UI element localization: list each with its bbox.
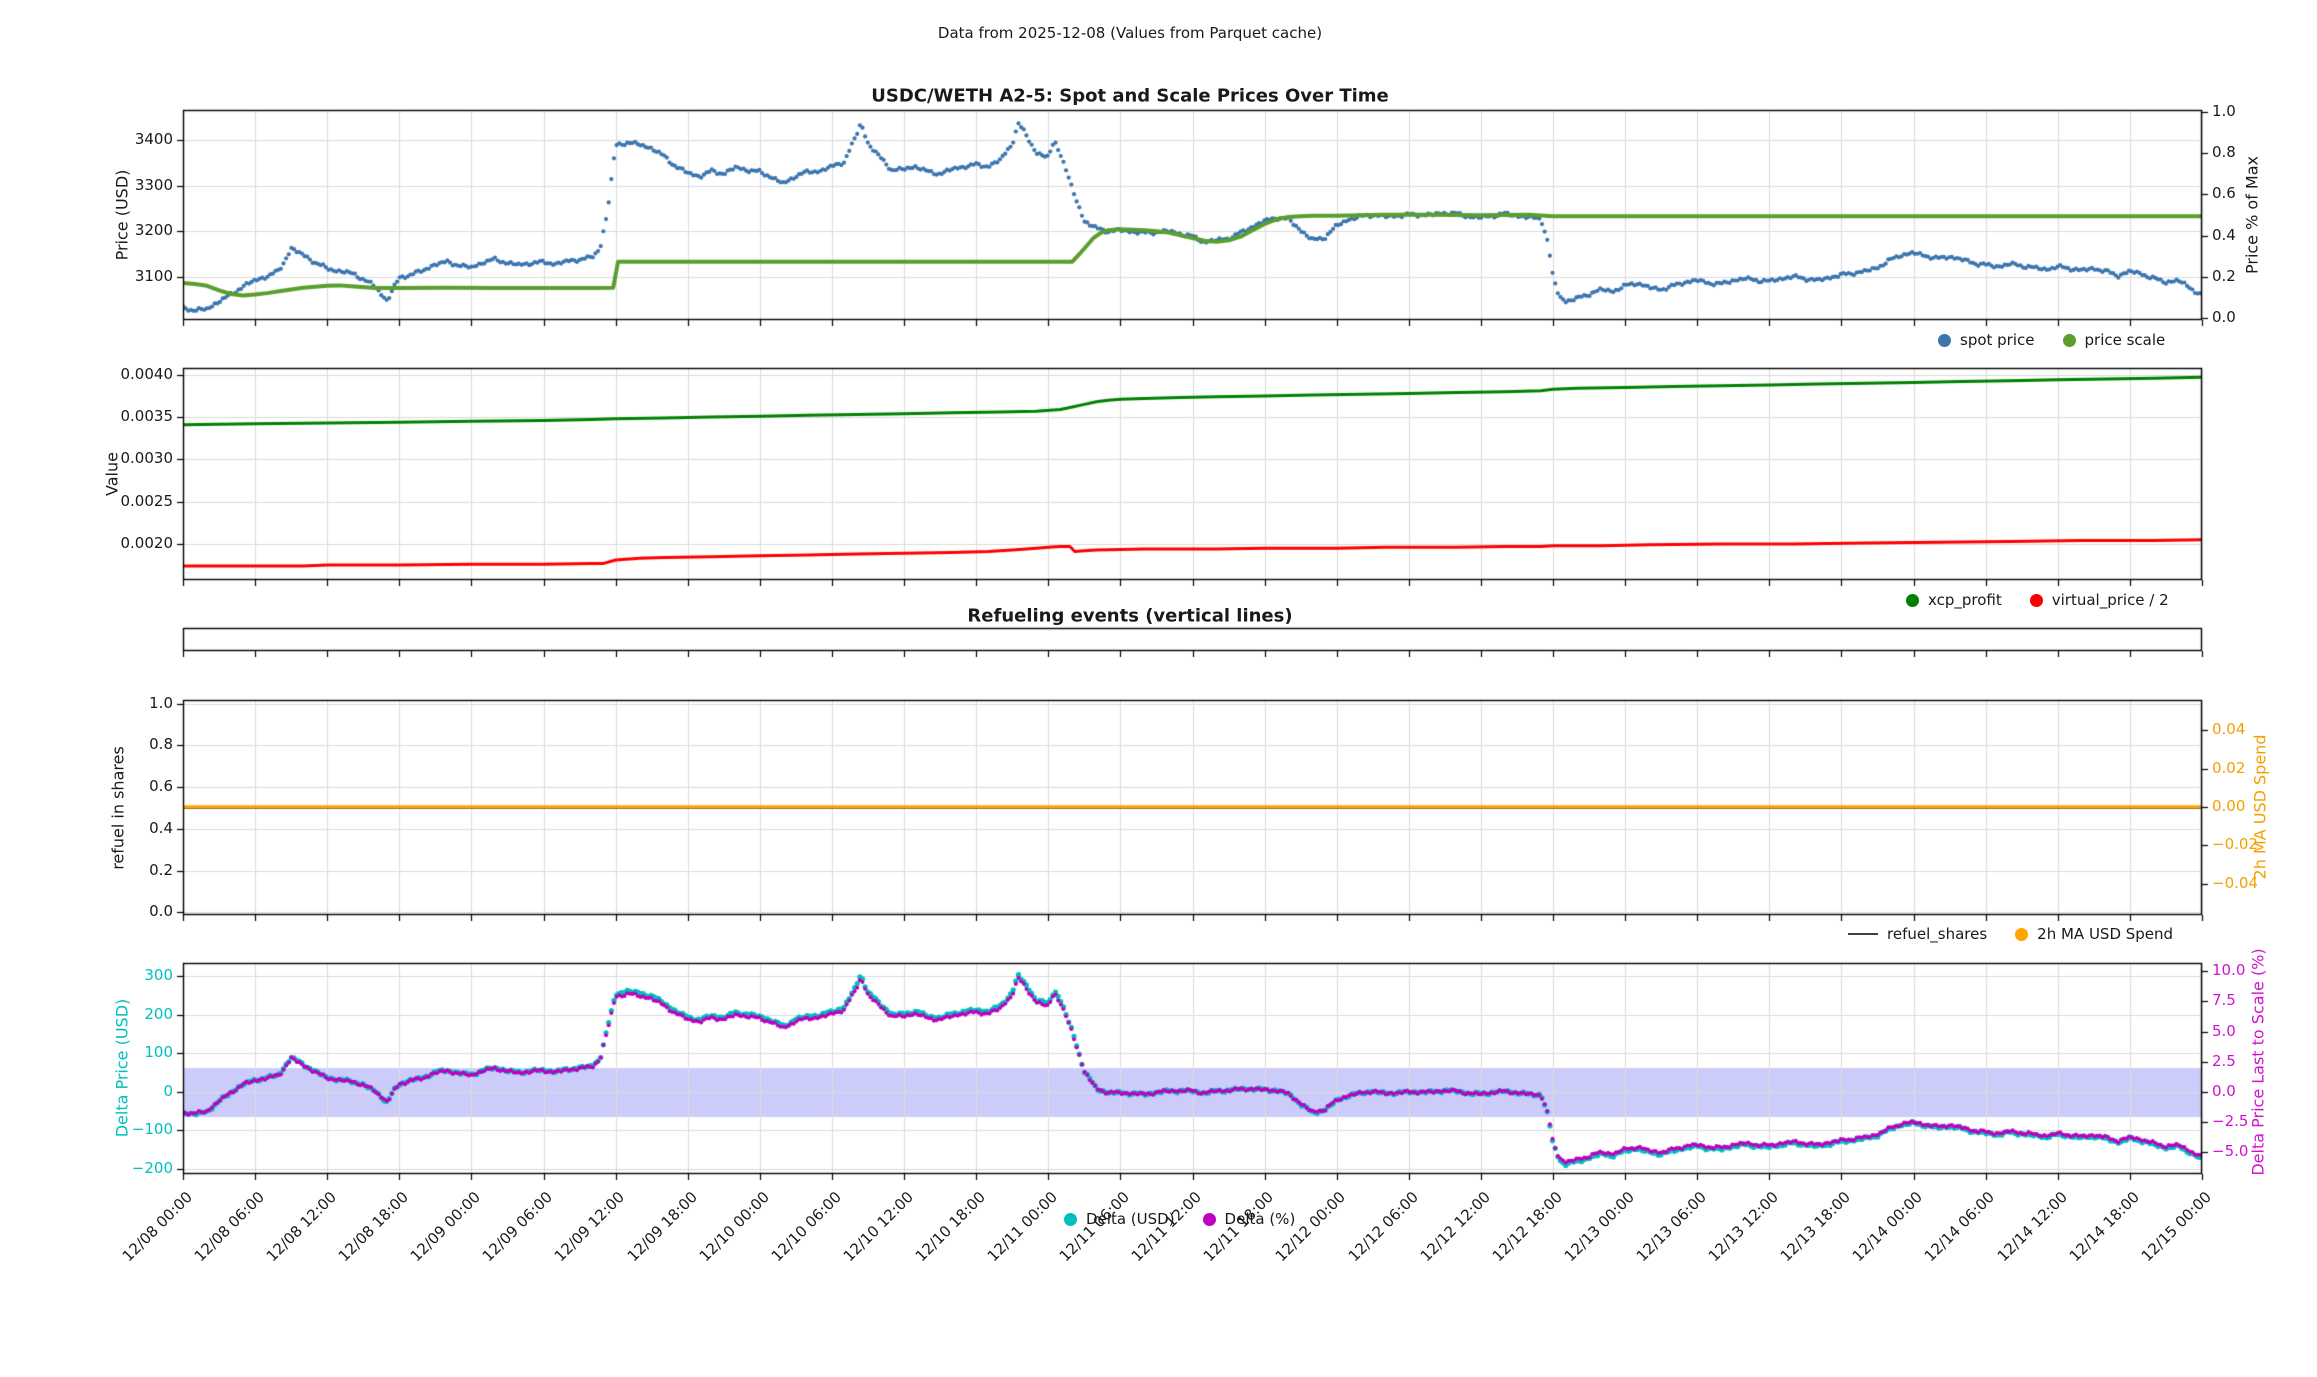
- y-tick-label: 3400: [134, 130, 173, 149]
- y-tick-label: 0.2: [2212, 266, 2236, 285]
- legend-item: Delta (USD): [1064, 1210, 1175, 1228]
- figure-title: Data from 2025-12-08 (Values from Parque…: [937, 24, 1323, 42]
- y-tick-label: 300: [144, 966, 173, 985]
- legend-item: refuel_shares: [1848, 925, 1987, 943]
- y-tick-label: 0.0035: [120, 407, 174, 426]
- y-tick-label: −100: [131, 1120, 173, 1139]
- legend-label: 2h MA USD Spend: [2037, 925, 2174, 943]
- delta-pct-axis-label: Delta Price Last to Scale (%): [2248, 948, 2268, 1176]
- legend-item: xcp_profit: [1906, 591, 2002, 609]
- refuel-shares-line-icon: [1848, 933, 1878, 935]
- y-tick-label: 1.0: [149, 693, 173, 712]
- legend-item: Delta (%): [1202, 1210, 1296, 1228]
- y-tick-label: 0.8: [2212, 143, 2236, 162]
- panel-price-title: USDC/WETH A2-5: Spot and Scale Prices Ov…: [871, 85, 1389, 107]
- y-tick-label: 0.0: [149, 902, 173, 921]
- y-tick-label: 5.0: [2212, 1021, 2236, 1040]
- legend-item: spot price: [1938, 331, 2035, 349]
- y-tick-label: −0.02: [2212, 835, 2258, 854]
- legend-label: xcp_profit: [1928, 591, 2002, 609]
- y-tick-label: 1.0: [2212, 102, 2236, 121]
- y-tick-label: 0.00: [2212, 796, 2246, 815]
- legend-refuel: refuel_shares 2h MA USD Spend: [1848, 925, 2201, 943]
- y-tick-label: 0.6: [2212, 184, 2236, 203]
- legend-label: Delta (%): [1224, 1210, 1296, 1228]
- y-tick-label: 0.4: [149, 818, 173, 837]
- virtual-price-dot-icon: [2029, 593, 2043, 607]
- y-tick-label: 0.6: [149, 777, 173, 796]
- panel-refuel-events-title: Refueling events (vertical lines): [967, 605, 1293, 627]
- legend-label: refuel_shares: [1887, 925, 1988, 943]
- legend-label: Delta (USD): [1086, 1210, 1175, 1228]
- y-tick-label: 0.0: [2212, 1081, 2236, 1100]
- y-tick-label: 0.4: [2212, 225, 2236, 244]
- price-right-axis-label: Price % of Max: [2242, 156, 2262, 274]
- y-tick-label: 0.04: [2212, 720, 2246, 739]
- delta-pct-dot-icon: [1202, 1212, 1216, 1226]
- legend-item: price scale: [2062, 331, 2166, 349]
- y-tick-label: 0.0030: [120, 449, 174, 468]
- y-tick-label: −2.5: [2212, 1112, 2249, 1131]
- legend-label: price scale: [2084, 331, 2166, 349]
- y-tick-label: 3200: [134, 221, 173, 240]
- y-tick-label: 0: [163, 1081, 173, 1100]
- legend-label: virtual_price / 2: [2051, 591, 2169, 609]
- xcp-profit-dot-icon: [1906, 593, 1919, 607]
- spot-price-dot-icon: [1938, 333, 1951, 347]
- y-tick-label: 0.0025: [120, 491, 174, 510]
- y-tick-label: 100: [144, 1043, 173, 1062]
- legend-item: virtual_price / 2: [2029, 591, 2169, 609]
- delta-usd-dot-icon: [1064, 1212, 1077, 1226]
- legend-delta: Delta (USD) Delta (%): [1064, 1210, 1323, 1228]
- legend-label: spot price: [1960, 331, 2035, 349]
- y-tick-label: −200: [131, 1158, 173, 1177]
- ma-usd-spend-axis-label: 2h MA USD Spend: [2250, 734, 2270, 880]
- y-tick-label: 2.5: [2212, 1051, 2236, 1070]
- y-tick-label: 0.8: [149, 735, 173, 754]
- y-tick-label: −0.04: [2212, 873, 2258, 892]
- y-tick-label: 3300: [134, 175, 173, 194]
- legend-item: 2h MA USD Spend: [2015, 925, 2173, 943]
- refuel-shares-axis-label: refuel in shares: [108, 746, 128, 870]
- y-tick-label: 0.2: [149, 860, 173, 879]
- y-tick-label: 7.5: [2212, 991, 2236, 1010]
- legend-price: spot price price scale: [1938, 331, 2193, 349]
- y-tick-label: −5.0: [2212, 1142, 2249, 1161]
- y-tick-label: 200: [144, 1004, 173, 1023]
- ma-usd-spend-dot-icon: [2015, 927, 2029, 941]
- y-tick-label: 0.0040: [120, 364, 174, 383]
- price-scale-dot-icon: [2062, 333, 2076, 347]
- y-tick-label: 0.0: [2212, 307, 2236, 326]
- y-tick-label: 3100: [134, 266, 173, 285]
- y-tick-label: 0.0020: [120, 533, 174, 552]
- y-tick-label: 10.0: [2212, 961, 2246, 980]
- legend-value: xcp_profit virtual_price / 2: [1906, 591, 2197, 609]
- y-tick-label: 0.02: [2212, 758, 2246, 777]
